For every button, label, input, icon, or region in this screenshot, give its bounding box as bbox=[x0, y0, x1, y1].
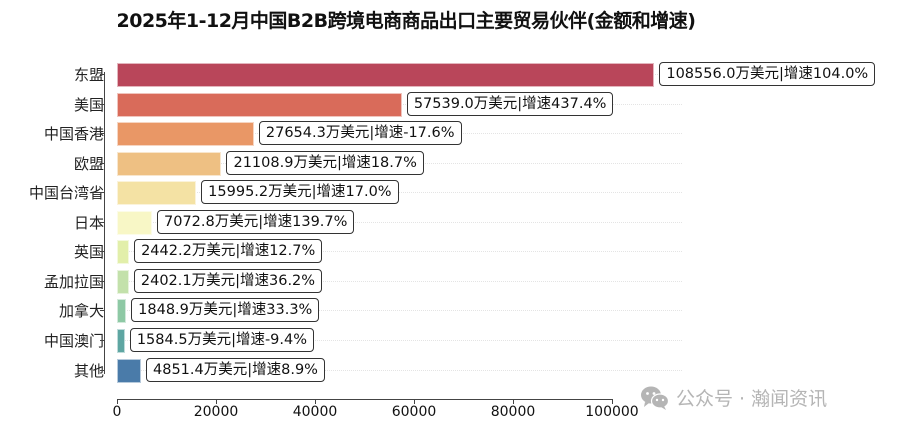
value-label: 4851.4万美元|增速8.9% bbox=[146, 357, 325, 382]
y-tick bbox=[100, 280, 104, 282]
y-tick bbox=[100, 133, 104, 135]
category-label: 日本 bbox=[73, 213, 104, 232]
bar bbox=[117, 210, 152, 235]
value-label: 2402.1万美元|增速36.2% bbox=[133, 268, 323, 293]
x-tick bbox=[216, 399, 217, 404]
bar bbox=[117, 122, 254, 147]
chart-title: 2025年1-12月中国B2B跨境电商商品出口主要贸易伙伴(金额和增速) bbox=[116, 10, 696, 32]
bar bbox=[117, 181, 197, 206]
bar-row: 美国 57539.0万美元|增速437.4% bbox=[0, 91, 900, 117]
value-label: 27654.3万美元|增速-17.6% bbox=[258, 121, 462, 146]
bar bbox=[117, 92, 402, 117]
value-label: 21108.9万美元|增速18.7% bbox=[226, 150, 424, 175]
y-tick bbox=[100, 162, 104, 164]
bar bbox=[117, 63, 655, 87]
value-label: 57539.0万美元|增速437.4% bbox=[406, 91, 614, 116]
gridline bbox=[117, 221, 682, 223]
bar-row: 孟加拉国 2402.1万美元|增速36.2% bbox=[0, 268, 900, 294]
category-label: 孟加拉国 bbox=[43, 272, 104, 291]
bar-row: 其他 4851.4万美元|增速8.9% bbox=[0, 357, 900, 383]
watermark-text: 公众号 · 瀚闻资讯 bbox=[676, 388, 828, 410]
category-label: 东盟 bbox=[73, 66, 104, 84]
y-tick bbox=[100, 103, 104, 105]
gridline bbox=[117, 339, 682, 341]
category-label: 欧盟 bbox=[73, 154, 104, 173]
value-label: 108556.0万美元|增速104.0% bbox=[659, 62, 876, 86]
gridline bbox=[117, 280, 682, 282]
x-tick-label: 20000 bbox=[193, 404, 239, 420]
x-tick bbox=[315, 399, 316, 404]
gridline bbox=[117, 192, 682, 194]
x-tick-label: 60000 bbox=[391, 404, 437, 420]
bar bbox=[117, 240, 130, 265]
bar-row: 中国澳门 1584.5万美元|增速-9.4% bbox=[0, 327, 900, 353]
value-label: 1848.9万美元|增速33.3% bbox=[131, 298, 320, 323]
x-tick-label: 40000 bbox=[292, 404, 338, 420]
bar-row: 欧盟 21108.9万美元|增速18.7% bbox=[0, 150, 900, 176]
bar-row: 中国香港 27654.3万美元|增速-17.6% bbox=[0, 121, 900, 147]
y-tick bbox=[100, 369, 104, 371]
y-tick bbox=[100, 192, 104, 194]
bar bbox=[117, 358, 141, 383]
category-label: 其他 bbox=[73, 361, 104, 380]
x-tick bbox=[414, 399, 415, 404]
bar bbox=[117, 328, 125, 353]
category-label: 中国香港 bbox=[43, 125, 104, 144]
gridline bbox=[117, 310, 682, 312]
gridline bbox=[117, 369, 682, 371]
bar bbox=[117, 151, 222, 176]
value-label: 1584.5万美元|增速-9.4% bbox=[129, 327, 315, 352]
y-tick bbox=[100, 339, 104, 341]
bar bbox=[117, 299, 127, 324]
category-label: 美国 bbox=[73, 95, 104, 114]
bar-row: 加拿大 1848.9万美元|增速33.3% bbox=[0, 298, 900, 324]
category-label: 中国澳门 bbox=[43, 331, 104, 350]
value-label: 2442.2万美元|增速12.7% bbox=[134, 239, 323, 264]
x-tick-label: 100000 bbox=[585, 404, 639, 420]
gridline bbox=[117, 251, 682, 253]
y-tick bbox=[100, 221, 104, 223]
bar-row: 英国 2442.2万美元|增速12.7% bbox=[0, 239, 900, 265]
bar-row: 东盟 108556.0万美元|增速104.0% bbox=[0, 62, 900, 87]
x-tick-label: 0 bbox=[112, 404, 122, 420]
x-tick bbox=[513, 399, 514, 404]
bar-row: 日本 7072.8万美元|增速139.7% bbox=[0, 209, 900, 235]
x-tick bbox=[612, 399, 613, 404]
y-tick bbox=[100, 74, 104, 75]
value-label: 7072.8万美元|增速139.7% bbox=[157, 209, 355, 234]
x-tick-label: 80000 bbox=[490, 404, 536, 420]
value-label: 15995.2万美元|增速17.0% bbox=[201, 180, 399, 205]
category-label: 中国台湾省 bbox=[28, 184, 104, 203]
wechat-icon bbox=[641, 386, 670, 410]
watermark: 公众号 · 瀚闻资讯 bbox=[640, 384, 827, 411]
y-tick bbox=[100, 310, 104, 312]
x-tick bbox=[117, 399, 118, 404]
bar bbox=[117, 269, 129, 294]
bar-row: 中国台湾省 15995.2万美元|增速17.0% bbox=[0, 180, 900, 206]
x-axis-spine bbox=[117, 399, 612, 400]
category-label: 加拿大 bbox=[58, 302, 104, 321]
y-tick bbox=[100, 251, 104, 253]
y-axis-spine bbox=[104, 72, 105, 374]
category-label: 英国 bbox=[73, 243, 104, 262]
